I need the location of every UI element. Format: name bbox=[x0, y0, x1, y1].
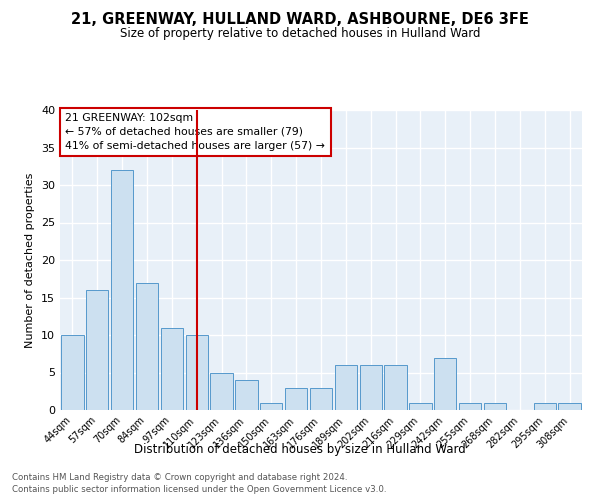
Bar bbox=[385, 365, 407, 410]
Bar bbox=[211, 372, 233, 410]
Text: Size of property relative to detached houses in Hulland Ward: Size of property relative to detached ho… bbox=[120, 28, 480, 40]
Bar bbox=[260, 402, 283, 410]
Text: Contains public sector information licensed under the Open Government Licence v3: Contains public sector information licen… bbox=[12, 485, 386, 494]
Bar bbox=[559, 402, 581, 410]
Bar bbox=[310, 388, 332, 410]
Bar bbox=[359, 365, 382, 410]
Bar bbox=[235, 380, 257, 410]
Bar bbox=[409, 402, 431, 410]
Bar bbox=[533, 402, 556, 410]
Bar bbox=[484, 402, 506, 410]
Text: Distribution of detached houses by size in Hulland Ward: Distribution of detached houses by size … bbox=[134, 442, 466, 456]
Text: 21, GREENWAY, HULLAND WARD, ASHBOURNE, DE6 3FE: 21, GREENWAY, HULLAND WARD, ASHBOURNE, D… bbox=[71, 12, 529, 28]
Bar bbox=[434, 358, 457, 410]
Bar bbox=[161, 328, 183, 410]
Text: 21 GREENWAY: 102sqm
← 57% of detached houses are smaller (79)
41% of semi-detach: 21 GREENWAY: 102sqm ← 57% of detached ho… bbox=[65, 113, 325, 151]
Bar bbox=[285, 388, 307, 410]
Bar bbox=[459, 402, 481, 410]
Bar bbox=[111, 170, 133, 410]
Y-axis label: Number of detached properties: Number of detached properties bbox=[25, 172, 35, 348]
Bar bbox=[136, 282, 158, 410]
Bar bbox=[61, 335, 83, 410]
Bar bbox=[185, 335, 208, 410]
Bar bbox=[86, 290, 109, 410]
Text: Contains HM Land Registry data © Crown copyright and database right 2024.: Contains HM Land Registry data © Crown c… bbox=[12, 472, 347, 482]
Bar bbox=[335, 365, 357, 410]
